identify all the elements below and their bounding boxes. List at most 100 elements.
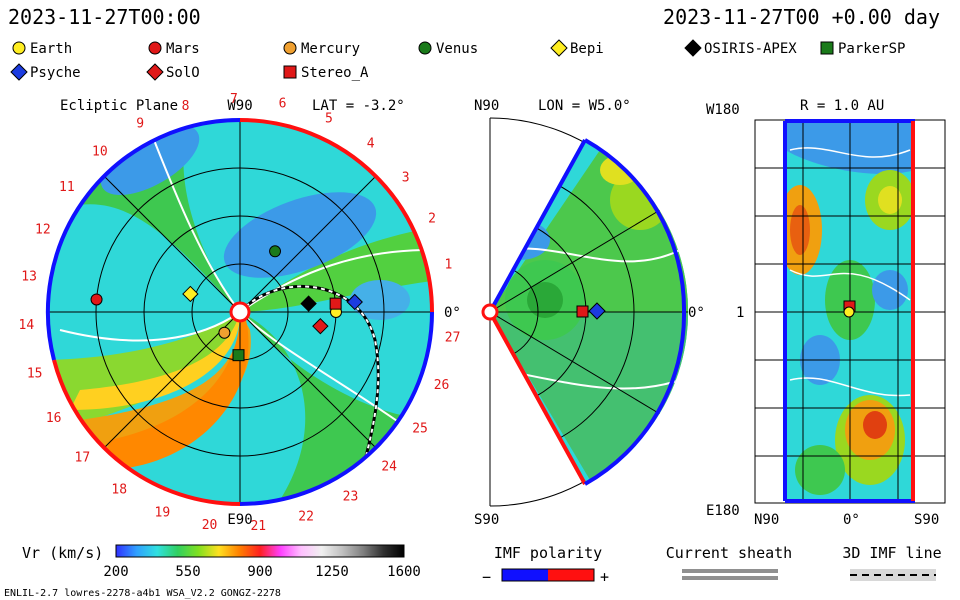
current-sheath-swatch-a	[682, 569, 778, 573]
ecliptic-top-label: W90	[227, 98, 252, 114]
mercury-ecliptic-marker	[218, 326, 231, 339]
imf-polarity-label: IMF polarity	[494, 544, 602, 562]
rotation-label-17: 17	[75, 451, 91, 466]
stereo-a-meridional-marker	[576, 305, 589, 318]
rotation-label-14: 14	[19, 318, 35, 333]
colorbar: Vr (km/s) 200 550 900 1250 1600	[22, 544, 421, 580]
psyche-legend-label: Psyche	[30, 65, 81, 81]
rotation-label-2: 2	[428, 212, 436, 227]
osiris-apex-legend-marker	[684, 39, 702, 57]
ecliptic-panel: Ecliptic Plane LAT = -3.2° W90 E90 0°	[19, 92, 461, 534]
rotation-label-24: 24	[381, 459, 397, 474]
rotation-label-9: 9	[136, 117, 144, 132]
radial-bottom-label-left: N90	[754, 512, 779, 528]
colorbar-bar	[115, 544, 405, 558]
radial-bottom-label-mid: 0°	[843, 512, 860, 528]
colorbar-tick-550: 550	[175, 564, 200, 580]
meridional-right-label: 0°	[688, 305, 705, 321]
colorbar-ticks: 200 550 900 1250 1600	[103, 564, 421, 580]
stereo-a-ecliptic-marker	[329, 297, 342, 310]
mercury-legend-marker	[283, 41, 297, 55]
parkersp-legend-marker	[820, 41, 834, 55]
osiris-apex-ecliptic-marker	[300, 295, 317, 312]
mars-legend-label: Mars	[166, 41, 200, 57]
mars-legend-marker	[148, 41, 162, 55]
rotation-label-27: 27	[445, 330, 461, 345]
parkersp-legend-label: ParkerSP	[838, 41, 905, 57]
stereo-a-legend-label: Stereo_A	[301, 65, 369, 81]
colorbar-label: Vr (km/s)	[22, 544, 103, 562]
rotation-label-19: 19	[155, 505, 171, 520]
current-sheath-swatch-b	[682, 576, 778, 580]
ecliptic-bodies	[90, 245, 363, 362]
earth-legend-marker	[12, 41, 26, 55]
psyche-ecliptic-marker	[346, 293, 363, 311]
rotation-label-11: 11	[59, 180, 75, 195]
colorbar-tick-1600: 1600	[387, 564, 421, 580]
radial-top-left-label: W180	[706, 102, 740, 118]
osiris-apex-legend-label: OSIRIS-APEX	[704, 41, 797, 57]
rotation-label-16: 16	[46, 411, 62, 426]
date-right: 2023-11-27T00 +0.00 day	[663, 5, 940, 29]
venus-ecliptic-marker	[269, 245, 282, 258]
psyche-legend-marker	[10, 63, 28, 81]
meridional-lon-label: LON = W5.0°	[538, 98, 631, 114]
rotation-label-7: 7	[230, 92, 238, 107]
earth-radial-marker	[843, 306, 855, 318]
rotation-label-21: 21	[250, 519, 266, 534]
imf-line-key: 3D IMF line	[842, 544, 942, 581]
radial-bottom-label-right: S90	[914, 512, 939, 528]
rotation-label-20: 20	[202, 518, 218, 533]
footer-run-info: ENLIL-2.7 lowres-2278-a4b1 WSA_V2.2 GONG…	[4, 588, 281, 599]
solo-legend-marker	[146, 63, 164, 81]
body-legend: Earth Mars Mercury Venus Bepi OSIRIS-APEX Park…	[10, 39, 905, 81]
solo-ecliptic-marker	[312, 317, 329, 335]
meridional-top-label: N90	[474, 98, 499, 114]
radial-panel: W180 R = 1.0 AU 1 E180 N90 0° S90	[706, 98, 946, 528]
radial-speed-map	[785, 121, 915, 501]
rotation-label-18: 18	[111, 483, 127, 498]
radial-bottom-left-label: E180	[706, 503, 740, 519]
colorbar-tick-1250: 1250	[315, 564, 349, 580]
rotation-label-23: 23	[343, 489, 359, 504]
meridional-bottom-label: S90	[474, 512, 499, 528]
earth-legend-label: Earth	[30, 41, 72, 57]
parkersp-ecliptic-marker	[232, 349, 245, 362]
venus-legend-label: Venus	[436, 41, 478, 57]
rotation-label-13: 13	[21, 270, 37, 285]
ecliptic-bottom-label: E90	[227, 512, 252, 528]
bepi-ecliptic-marker	[182, 285, 199, 303]
imf-minus: −	[482, 568, 491, 586]
rotation-label-6: 6	[279, 96, 287, 111]
rotation-label-26: 26	[434, 378, 450, 393]
date-left: 2023-11-27T00:00	[8, 5, 201, 29]
bepi-legend-label: Bepi	[570, 41, 604, 57]
colorbar-tick-900: 900	[247, 564, 272, 580]
radial-mid-left-label: 1	[736, 305, 744, 321]
rotation-label-5: 5	[325, 111, 333, 126]
mars-ecliptic-marker	[90, 293, 103, 306]
ecliptic-right-label: 0°	[444, 305, 461, 321]
stereo-a-legend-marker	[283, 65, 297, 79]
rotation-label-1: 1	[445, 258, 453, 273]
psyche-meridional-marker	[588, 302, 606, 320]
sun-marker-meridional	[481, 303, 499, 321]
venus-legend-marker	[418, 41, 432, 55]
rotation-label-15: 15	[27, 366, 43, 381]
rotation-label-22: 22	[298, 510, 314, 525]
rotation-label-4: 4	[367, 137, 375, 152]
imf-polarity-key: IMF polarity − +	[482, 544, 609, 586]
solo-legend-label: SolO	[166, 65, 200, 81]
ecliptic-lat-label: LAT = -3.2°	[312, 98, 405, 114]
imf-negative-swatch	[502, 569, 548, 581]
rotation-label-10: 10	[92, 144, 108, 159]
imf-line-label: 3D IMF line	[842, 544, 941, 562]
imf-positive-swatch	[548, 569, 594, 581]
rotation-label-3: 3	[402, 171, 410, 186]
radial-r-label: R = 1.0 AU	[800, 98, 884, 114]
colorbar-tick-200: 200	[103, 564, 128, 580]
rotation-label-12: 12	[35, 223, 51, 238]
imf-plus: +	[600, 568, 609, 586]
